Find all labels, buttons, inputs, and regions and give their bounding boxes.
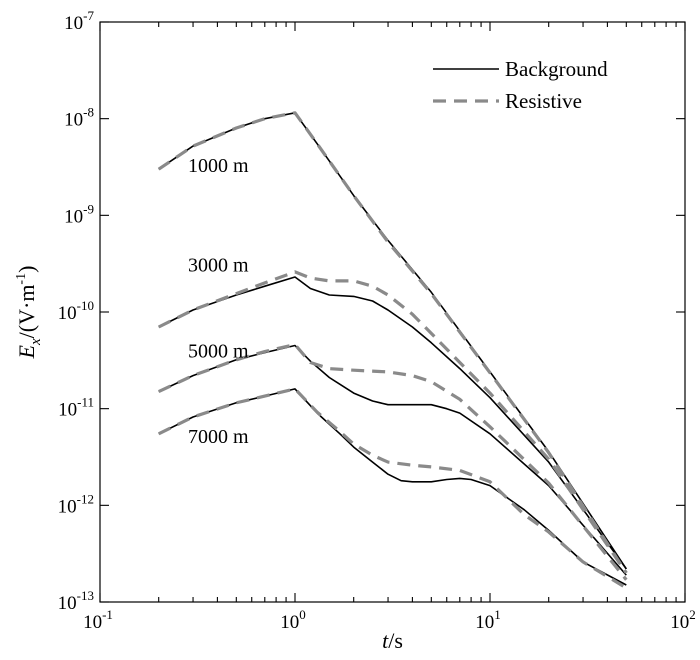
axis-labels: t/s Ex/(V·m-1) — [14, 266, 403, 653]
x-tick-label: 10-1 — [83, 607, 113, 633]
y-tick-label: 10-9 — [64, 201, 94, 227]
series-line-resistive-1000m — [157, 111, 628, 574]
series-line-resistive-3000m — [157, 270, 628, 574]
y-tick-label: 10-8 — [64, 105, 94, 131]
series-line-background-5000m — [158, 344, 627, 576]
offset-label: 1000 m — [188, 155, 249, 177]
x-tick-label: 101 — [475, 607, 501, 633]
legend-label-resistive: Resistive — [505, 89, 582, 113]
offset-label: 5000 m — [188, 340, 249, 362]
offset-label: 3000 m — [188, 255, 249, 277]
y-tick-label: 10-7 — [64, 8, 94, 34]
series-line-background-3000m — [158, 276, 627, 570]
x-axis-label: t/s — [382, 628, 403, 653]
y-tick-label: 10-13 — [58, 588, 94, 614]
offset-label: 7000 m — [188, 426, 249, 448]
legend: Background Resistive — [433, 57, 608, 113]
x-tick-label: 102 — [670, 607, 696, 633]
series-line-resistive-7000m — [157, 387, 628, 590]
series-line-background-7000m — [158, 388, 627, 586]
series-lines — [157, 111, 628, 590]
offset-annotations: 1000 m 3000 m 5000 m 7000 m — [188, 155, 249, 448]
y-axis-label: Ex/(V·m-1) — [14, 266, 44, 360]
legend-label-background: Background — [505, 57, 608, 81]
axis-ticks: 10-1 100 101 102 10-13 10-12 10-11 10-10 10-9 10-… — [58, 8, 696, 633]
series-line-resistive-5000m — [158, 343, 628, 581]
y-tick-label: 10-12 — [58, 491, 94, 517]
x-tick-label: 100 — [280, 607, 306, 633]
y-tick-label: 10-11 — [58, 395, 94, 421]
y-tick-label: 10-10 — [58, 298, 94, 324]
